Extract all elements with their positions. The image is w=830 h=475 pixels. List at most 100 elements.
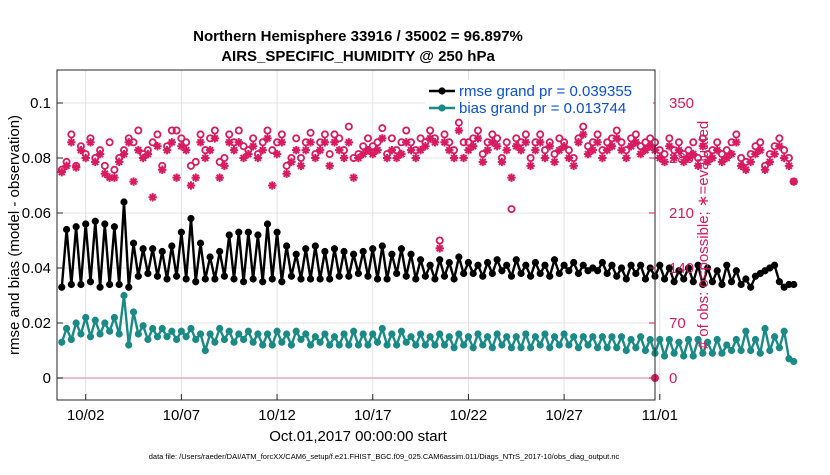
rmse-point: [670, 278, 678, 286]
bias-point: [120, 291, 128, 300]
star-stroke: [546, 142, 554, 150]
possible-count-point: [507, 205, 516, 214]
bias-point: [225, 327, 233, 335]
star-stroke: [292, 146, 300, 154]
rmse-point: [354, 269, 362, 278]
possible-count-point: [703, 150, 712, 159]
right-y-tick-label: 280: [669, 150, 694, 167]
evaluated-count-point: [732, 138, 741, 147]
bias-point: [627, 335, 635, 344]
rmse-point: [110, 223, 119, 231]
evaluated-count-point: [746, 157, 755, 167]
series-bias: [58, 291, 798, 366]
bias-point: [316, 338, 324, 346]
series-layer: [57, 118, 798, 382]
star-stroke: [230, 146, 238, 154]
possible-count-point: [363, 134, 372, 143]
series-possible: [57, 118, 798, 245]
bias-point: [397, 327, 406, 335]
star-stroke: [388, 146, 396, 154]
star-stroke: [321, 138, 329, 146]
star-stroke: [86, 138, 95, 146]
rmse-point: [426, 261, 434, 269]
possible-count-point: [373, 138, 382, 147]
evaluated-count-point: [669, 153, 679, 163]
evaluated-count-point: [550, 157, 559, 167]
rmse-point: [120, 198, 128, 206]
bias-point: [134, 330, 142, 338]
possible-count-point: [402, 126, 411, 135]
star-stroke: [459, 154, 468, 162]
evaluated-count-point: [708, 153, 717, 163]
evaluated-count-point: [277, 138, 287, 147]
evaluated-count-point: [779, 153, 789, 163]
bias-point: [694, 335, 702, 344]
evaluated-count-point: [71, 163, 81, 172]
bias-point: [335, 341, 343, 349]
evaluated-count-point: [478, 157, 487, 167]
possible-count-point: [134, 126, 143, 135]
possible-count-point: [627, 134, 636, 143]
evaluated-count-point: [492, 142, 502, 151]
possible-count-point: [306, 128, 315, 137]
bias-point: [149, 324, 157, 333]
bias-point: [244, 327, 252, 335]
possible-count-point: [660, 150, 669, 159]
star-stroke: [182, 146, 190, 154]
star-stroke: [168, 138, 176, 146]
bias-point: [254, 330, 262, 338]
bias-point: [292, 327, 300, 335]
bias-point: [91, 316, 99, 324]
star-stroke: [244, 150, 253, 158]
possible-count-point: [737, 153, 746, 162]
rmse-point: [546, 272, 554, 280]
possible-count-point: [674, 138, 683, 147]
x-tick-label: 10/07: [163, 407, 201, 424]
rmse-point: [637, 261, 645, 269]
bias-point: [574, 344, 583, 352]
y-tick-label: 0.02: [22, 315, 51, 332]
bias-point: [220, 335, 229, 344]
evaluated-count-point: [292, 145, 301, 155]
evaluated-count-point: [306, 138, 315, 147]
evaluated-count-point: [521, 138, 531, 147]
evaluated-count-point: [435, 244, 444, 253]
rmse-point: [445, 258, 453, 267]
bias-point: [613, 344, 621, 352]
rmse-point: [168, 242, 176, 250]
possible-count-point: [526, 153, 535, 162]
star-stroke: [153, 142, 162, 150]
rmse-point: [464, 258, 473, 267]
bias-point: [756, 349, 764, 357]
evaluated-count-point: [674, 145, 684, 155]
possible-count-point: [717, 150, 726, 159]
star-stroke: [316, 146, 324, 154]
rmse-point: [641, 275, 650, 283]
evaluated-count-point: [612, 134, 621, 143]
rmse-point: [660, 275, 669, 283]
star-stroke: [622, 154, 630, 162]
rmse-point: [62, 225, 71, 234]
right-y-tick-label: 0: [669, 370, 677, 387]
star-stroke: [713, 146, 721, 154]
legend-box: [425, 80, 653, 118]
evaluated-count-point: [712, 145, 722, 155]
evaluated-count-point: [698, 142, 708, 151]
star-stroke: [493, 142, 501, 150]
star-stroke: [440, 138, 449, 146]
star-stroke: [58, 168, 66, 176]
rmse-point: [517, 269, 525, 278]
bias-point: [708, 349, 717, 357]
star-stroke: [282, 170, 291, 178]
chart-title-line2: AIRS_SPECIFIC_HUMIDITY @ 250 hPa: [221, 48, 495, 65]
bias-point: [660, 352, 669, 360]
evaluated-count-point: [622, 153, 631, 163]
bias-point: [751, 335, 760, 344]
rmse-point: [498, 267, 506, 275]
possible-count-point: [493, 134, 502, 143]
rmse-point: [727, 278, 736, 286]
possible-count-point: [182, 138, 191, 147]
star-stroke: [589, 146, 597, 154]
rmse-point: [699, 280, 707, 289]
rmse-point: [235, 228, 243, 236]
